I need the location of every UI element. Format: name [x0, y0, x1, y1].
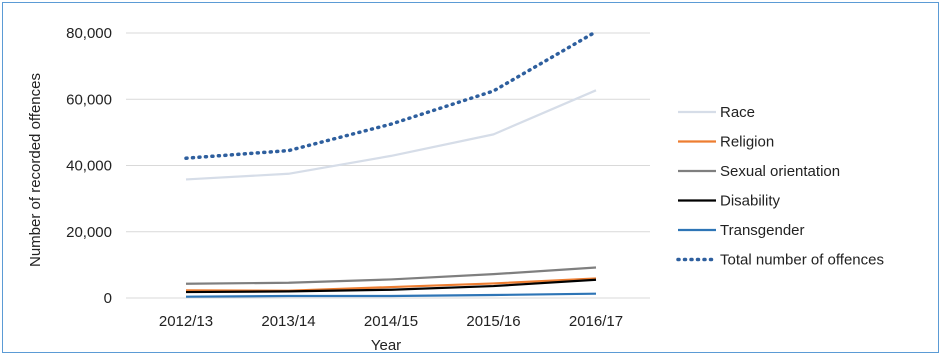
series-line-sexual-orientation: [185, 266, 597, 285]
legend-item: Transgender: [678, 222, 805, 239]
legend: Race Religion Sexual orientation Disability…: [676, 104, 884, 269]
series-line-disability: [185, 278, 597, 294]
y-tick-label: 60,000: [66, 91, 112, 108]
y-axis-title: Number of recorded offences: [27, 73, 44, 267]
series-line-race: [185, 89, 597, 181]
gridlines: [126, 32, 650, 299]
legend-label: Disability: [720, 193, 781, 210]
x-tick-label: 2016/17: [569, 313, 623, 330]
y-tick-labels: 0 20,000 40,000 60,000 80,000: [66, 25, 112, 307]
legend-item: Sexual orientation: [678, 163, 840, 180]
legend-item: Race: [678, 104, 755, 121]
x-axis-title: Year: [371, 337, 401, 354]
x-tick-label: 2014/15: [364, 313, 418, 330]
legend-label: Sexual orientation: [720, 163, 840, 180]
legend-item: Religion: [678, 134, 774, 151]
y-tick-label: 20,000: [66, 224, 112, 241]
series-line-total-number-of-offences: [184, 29, 598, 160]
x-tick-labels: 2012/13 2013/14 2014/15 2015/16 2016/17: [159, 313, 623, 330]
y-tick-label: 80,000: [66, 25, 112, 42]
y-tick-label: 40,000: [66, 158, 112, 175]
series-line-transgender: [185, 292, 597, 298]
series-lines: [184, 29, 598, 298]
legend-label: Race: [720, 104, 755, 121]
x-tick-label: 2012/13: [159, 313, 213, 330]
y-tick-label: 0: [104, 290, 112, 307]
legend-label: Transgender: [720, 222, 805, 239]
legend-label: Total number of offences: [720, 252, 884, 269]
x-tick-label: 2013/14: [261, 313, 315, 330]
legend-item: Total number of offences: [676, 252, 884, 269]
legend-item: Disability: [678, 193, 781, 210]
legend-label: Religion: [720, 134, 774, 151]
x-tick-label: 2015/16: [466, 313, 520, 330]
